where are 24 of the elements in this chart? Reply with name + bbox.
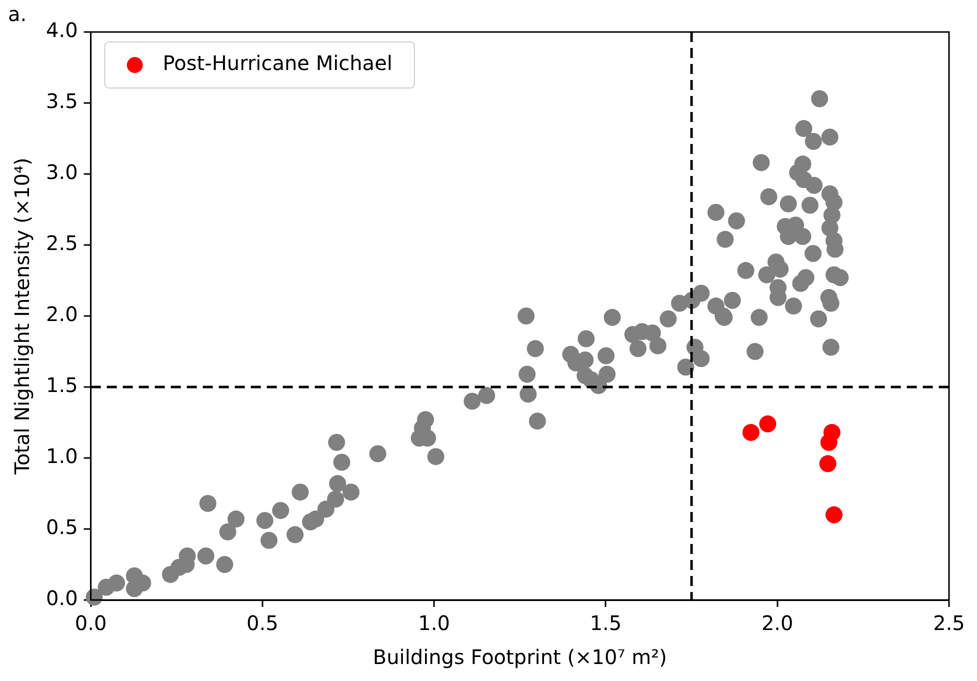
x-tick-label: 0.0 (74, 611, 107, 636)
x-tick-label: 1.0 (418, 611, 450, 636)
y-tick-label: 4.0 (46, 18, 78, 42)
y-tick-label: 0.5 (46, 515, 78, 540)
y-tick-label: 1.0 (46, 444, 78, 468)
x-tick-label: 2.0 (761, 611, 794, 636)
point (759, 415, 776, 432)
y-axis-title: Total Nightlight Intensity (×10⁴) (10, 158, 34, 476)
y-tick-label: 3.0 (46, 160, 78, 184)
y-tick-label: 2.5 (46, 231, 78, 256)
y-tick-label: 3.5 (46, 89, 78, 114)
x-axis-title: Buildings Footprint (×10⁷ m²) (372, 645, 667, 670)
x-tick-label: 2.5 (933, 611, 965, 636)
point (820, 434, 838, 451)
point (742, 424, 760, 441)
y-tick-label: 1.5 (46, 373, 78, 398)
x-tick-label: 1.5 (590, 611, 622, 636)
y-tick-label: 2.0 (46, 302, 78, 326)
point (826, 506, 842, 524)
chart-title: a. (8, 2, 27, 26)
legend-label: Post-Hurricane Michael (162, 51, 392, 76)
x-tick-label: 0.5 (246, 611, 278, 636)
point (819, 455, 836, 472)
y-tick-label: 0.0 (46, 586, 78, 610)
